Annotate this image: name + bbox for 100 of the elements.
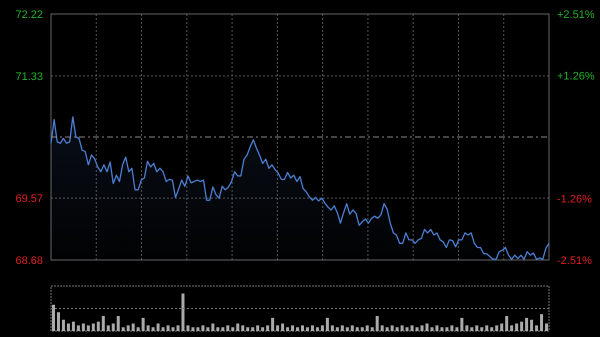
bar [122,327,125,331]
bar [156,324,160,331]
bar [136,327,140,331]
bar [390,325,394,331]
bar [530,320,534,331]
bar [336,327,339,331]
bar [316,327,319,331]
bar [535,325,538,331]
bar [286,327,290,331]
y2-tick-label: +2.51% [557,9,595,21]
bar [126,325,130,331]
bar [440,327,444,331]
bar [515,324,518,331]
bar [206,327,210,331]
bar [251,327,254,331]
bar [211,324,214,331]
bar [306,327,309,331]
bar [460,318,464,331]
bar [226,325,230,331]
bar [450,325,454,331]
bar [505,316,508,331]
bar [296,327,300,331]
y-tick-label: 71.33 [15,70,43,83]
bar [445,327,448,331]
bar [52,304,55,331]
bar [96,322,100,331]
bar [256,325,260,331]
bar [191,327,194,331]
bar [271,318,274,331]
bar [310,325,314,331]
bar [426,324,428,331]
bar [66,324,70,331]
bar [76,325,80,331]
y-tick-label: 68.68 [15,255,43,267]
bar [176,325,180,331]
bar [540,314,544,331]
bar [500,324,504,331]
bar [525,318,528,331]
bar [152,327,155,331]
bar [142,318,145,331]
y2-tick-label: -1.26% [557,194,592,206]
bar [410,325,414,331]
bar [196,327,200,331]
bar [495,325,498,331]
bar [346,327,349,331]
bar [455,327,458,331]
bar [435,325,438,331]
bar [166,325,170,331]
bar [376,316,379,331]
bar [291,325,294,331]
bar [201,325,204,331]
bar [396,327,399,331]
bar [545,324,548,331]
bar [406,327,409,331]
bar [326,318,329,331]
bar [370,327,374,331]
bar [221,327,224,331]
bar [386,327,389,331]
bar [480,327,484,331]
bar [146,325,150,331]
bar [172,327,175,331]
bar [62,320,65,331]
bar [400,325,404,331]
bar [276,325,280,331]
bar [186,325,190,331]
y2-tick-label: +1.26% [557,70,595,82]
bar [132,324,135,331]
bar [320,325,324,331]
y-tick-label: 72.22 [15,9,43,21]
bar [420,325,424,331]
bar [301,325,304,331]
bar [102,316,105,331]
bar [520,322,524,331]
bar [106,325,110,331]
bar [510,325,514,331]
y2-tick-label: -2.51% [557,255,592,267]
bar [350,325,354,331]
bar [356,327,359,331]
bar [416,327,419,331]
y-tick-label: 69.57 [15,193,43,206]
bar [465,325,468,331]
bar [470,327,474,331]
bar [56,312,60,331]
bar [92,324,95,331]
bar [72,322,75,331]
bar [181,294,184,331]
bar [216,327,220,331]
bar [261,327,264,331]
bar [82,324,85,331]
bar [330,325,334,331]
bar [162,327,165,331]
bar [340,325,344,331]
bar [430,327,434,331]
bar [86,325,90,331]
bar [266,325,270,331]
bar [281,324,284,331]
bar [246,327,250,331]
bar [475,325,478,331]
bar [231,327,234,331]
bar [380,325,384,331]
